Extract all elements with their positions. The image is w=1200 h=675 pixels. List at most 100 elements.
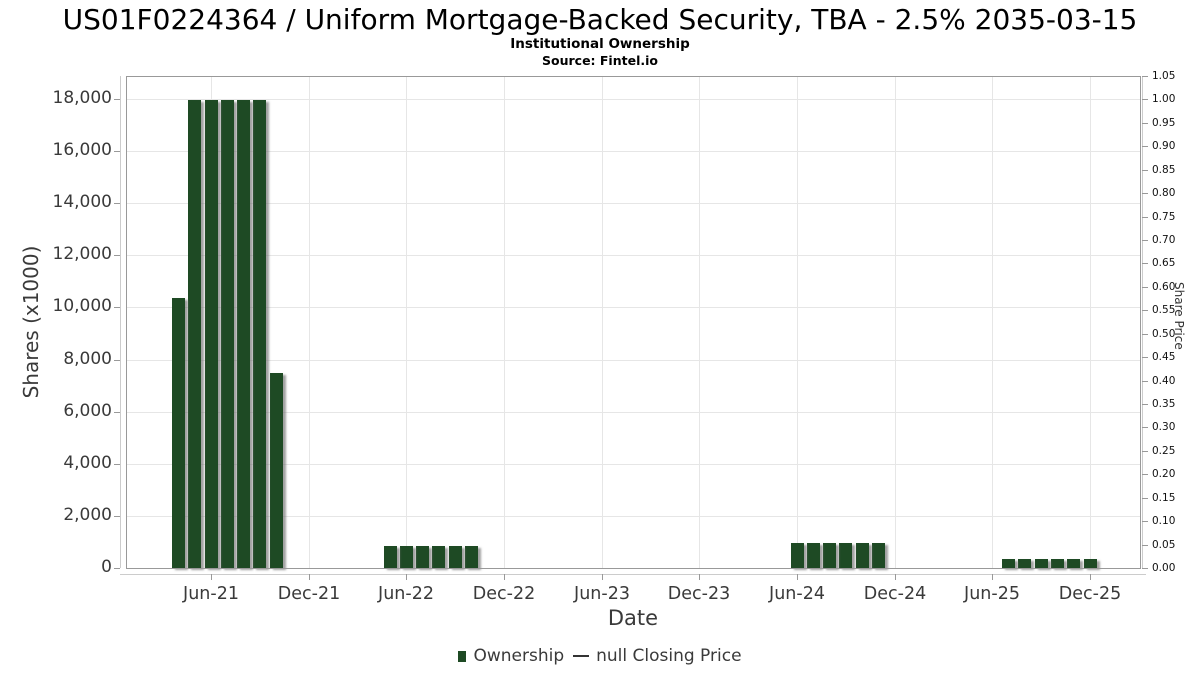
y-left-tick-label: 4,000: [63, 453, 112, 473]
x-tick: [406, 574, 407, 580]
ownership-bar: [1002, 559, 1015, 568]
ownership-bar: [807, 543, 820, 568]
y-right-tick: [1142, 521, 1148, 522]
h-gridline: [126, 99, 1140, 100]
legend-label-closing-price: null Closing Price: [596, 646, 742, 666]
h-gridline: [126, 307, 1140, 308]
h-gridline: [126, 151, 1140, 152]
y-left-tick-label: 0: [101, 557, 112, 577]
y-right-tick-label: 0.85: [1152, 164, 1176, 176]
h-gridline: [126, 203, 1140, 204]
bottom-axis-spine: [120, 574, 1146, 575]
x-tick: [211, 574, 212, 580]
y-right-tick-label: 0.70: [1152, 234, 1176, 246]
chart-title: US01F0224364 / Uniform Mortgage-Backed S…: [62, 3, 1138, 36]
y-right-tick: [1142, 381, 1148, 382]
y-right-tick-label: 0.35: [1152, 398, 1176, 410]
y-right-tick-label: 0.90: [1152, 140, 1176, 152]
x-tick: [309, 574, 310, 580]
plot-area: [126, 76, 1140, 568]
y-right-tick-label: 0.30: [1152, 421, 1176, 433]
y-right-tick: [1142, 76, 1148, 77]
v-gridline: [797, 76, 798, 568]
legend-label-ownership: Ownership: [473, 646, 565, 666]
y-right-tick-label: 1.05: [1152, 70, 1176, 82]
y-right-tick-label: 0.75: [1152, 211, 1176, 223]
y-left-tick-label: 18,000: [52, 88, 112, 108]
ownership-bar: [172, 298, 185, 568]
y-right-tick: [1142, 334, 1148, 335]
x-tick: [699, 574, 700, 580]
v-gridline: [406, 76, 407, 568]
y-right-tick-label: 0.95: [1152, 117, 1176, 129]
ownership-bar: [384, 546, 397, 568]
ownership-bar: [270, 373, 283, 568]
x-tick: [1090, 574, 1091, 580]
y-left-tick: [114, 516, 120, 517]
y-left-tick: [114, 99, 120, 100]
chart-source: Source: Fintel.io: [542, 53, 658, 68]
y-right-tick: [1142, 357, 1148, 358]
h-gridline: [126, 412, 1140, 413]
y-left-tick-label: 10,000: [52, 296, 112, 316]
v-gridline: [602, 76, 603, 568]
y-right-tick-label: 0.10: [1152, 515, 1176, 527]
y-right-tick-label: 0.05: [1152, 539, 1176, 551]
y-right-tick-label: 0.25: [1152, 445, 1176, 457]
ownership-bar: [221, 100, 234, 568]
y-right-tick-label: 0.00: [1152, 562, 1176, 574]
ownership-bar: [1051, 559, 1064, 568]
y-right-tick: [1142, 568, 1148, 569]
y-right-tick: [1142, 240, 1148, 241]
ownership-bar: [188, 100, 201, 568]
ownership-bar: [839, 543, 852, 568]
v-gridline: [309, 76, 310, 568]
ownership-bar: [416, 546, 429, 568]
h-gridline: [126, 516, 1140, 517]
v-gridline: [992, 76, 993, 568]
v-gridline: [504, 76, 505, 568]
y-right-tick: [1142, 287, 1148, 288]
x-tick-label: Dec-21: [277, 584, 341, 604]
ownership-bar: [432, 546, 445, 568]
y-right-tick: [1142, 427, 1148, 428]
y-left-tick: [114, 255, 120, 256]
right-axis-spine: [1142, 76, 1143, 568]
ownership-bar: [791, 543, 804, 568]
y-right-tick-label: 0.60: [1152, 281, 1176, 293]
y-axis-title-right: Share Price: [1172, 282, 1186, 350]
h-gridline: [126, 464, 1140, 465]
y-right-tick: [1142, 451, 1148, 452]
y-right-tick: [1142, 193, 1148, 194]
y-right-tick-label: 0.20: [1152, 468, 1176, 480]
bar-swatch-icon: [458, 650, 467, 662]
y-right-tick-label: 0.80: [1152, 187, 1176, 199]
y-left-tick: [114, 412, 120, 413]
y-left-tick: [114, 151, 120, 152]
ownership-bar: [823, 543, 836, 568]
v-gridline: [699, 76, 700, 568]
y-right-tick: [1142, 310, 1148, 311]
legend-item-closing-price[interactable]: null Closing Price: [573, 646, 742, 666]
y-right-tick: [1142, 404, 1148, 405]
y-right-tick: [1142, 170, 1148, 171]
y-left-tick-label: 2,000: [63, 505, 112, 525]
y-left-tick: [114, 307, 120, 308]
y-right-tick-label: 0.15: [1152, 492, 1176, 504]
x-tick: [602, 574, 603, 580]
y-right-tick: [1142, 263, 1148, 264]
x-tick-label: Dec-25: [1058, 584, 1122, 604]
left-axis-spine: [120, 76, 121, 568]
y-right-tick: [1142, 474, 1148, 475]
x-tick-label: Jun-21: [183, 584, 239, 604]
x-tick-label: Dec-22: [472, 584, 536, 604]
y-left-tick-label: 14,000: [52, 192, 112, 212]
x-tick-label: Jun-24: [769, 584, 825, 604]
legend-item-ownership[interactable]: Ownership: [458, 646, 564, 666]
y-left-tick-label: 12,000: [52, 244, 112, 264]
chart-subtitle: Institutional Ownership: [510, 36, 690, 52]
ownership-bar: [856, 543, 869, 568]
y-right-tick: [1142, 146, 1148, 147]
x-tick-label: Jun-22: [378, 584, 434, 604]
